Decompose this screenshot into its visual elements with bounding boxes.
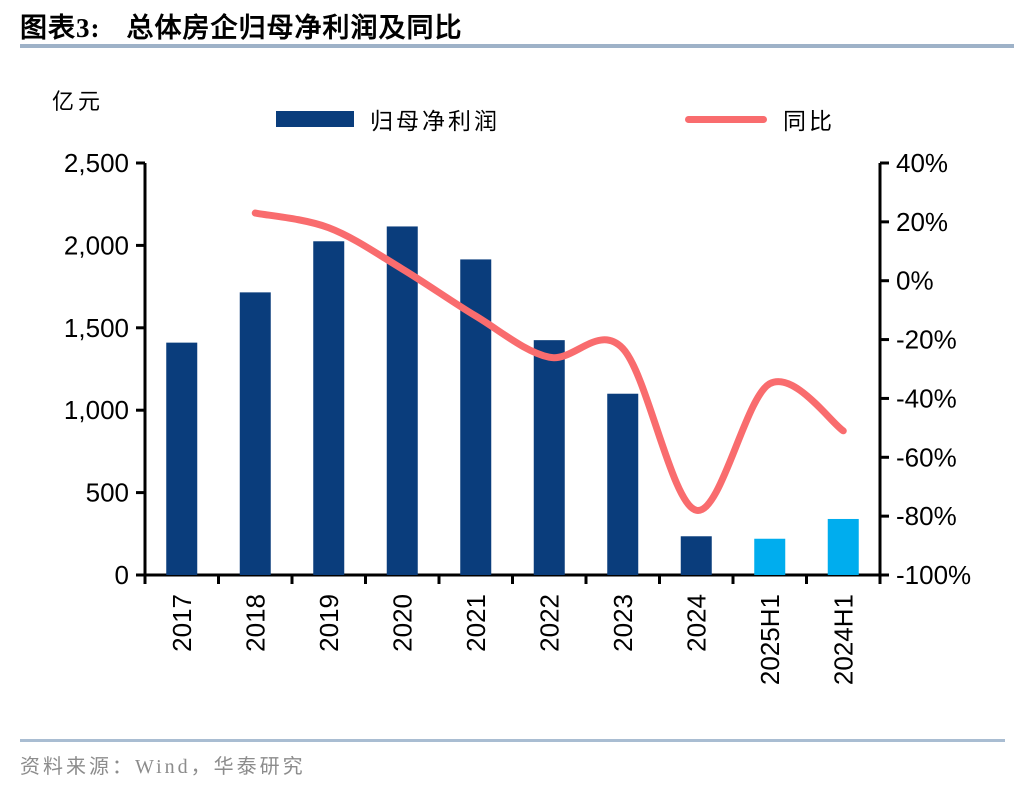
legend-line-swatch — [685, 115, 767, 123]
chart-legend: 归母净利润 同比 — [276, 102, 835, 136]
svg-text:0: 0 — [115, 560, 129, 590]
svg-text:-40%: -40% — [896, 383, 957, 413]
bar-2018 — [239, 292, 271, 575]
chart-title-text: 总体房企归母净利润及同比 — [126, 13, 463, 43]
bar-2024H1 — [827, 518, 859, 575]
chart-header: 图表3: 总体房企归母净利润及同比 — [20, 6, 1016, 45]
legend-bar-swatch — [276, 111, 354, 127]
svg-text:2,000: 2,000 — [64, 230, 129, 260]
bar-2017 — [166, 342, 198, 575]
svg-text:1,000: 1,000 — [64, 395, 129, 425]
svg-text:-100%: -100% — [896, 560, 971, 590]
svg-text:2020: 2020 — [387, 594, 417, 652]
svg-text:-60%: -60% — [896, 442, 957, 472]
svg-text:40%: 40% — [896, 148, 948, 178]
bar-2023 — [607, 393, 639, 575]
svg-text:2021: 2021 — [461, 594, 491, 652]
x-axis-labels: 2017 2018 2019 2020 2021 2022 2023 2024 2025H1 20… — [167, 594, 859, 685]
svg-text:0%: 0% — [896, 266, 934, 296]
svg-text:-20%: -20% — [896, 325, 957, 355]
legend-line-label: 同比 — [783, 109, 835, 134]
svg-text:-80%: -80% — [896, 501, 957, 531]
svg-text:2017: 2017 — [167, 594, 197, 652]
legend-bar-label: 归母净利润 — [370, 109, 500, 134]
footer-rule — [20, 739, 1005, 742]
bar-2020 — [386, 226, 418, 575]
svg-text:2024H1: 2024H1 — [828, 594, 858, 685]
svg-text:500: 500 — [86, 478, 129, 508]
svg-text:2025H1: 2025H1 — [755, 594, 785, 685]
title-underline — [20, 44, 1014, 48]
svg-text:20%: 20% — [896, 207, 948, 237]
svg-text:2022: 2022 — [534, 594, 564, 652]
chart-title: 图表3: 总体房企归母净利润及同比 — [20, 6, 1016, 45]
svg-text:2018: 2018 — [240, 594, 270, 652]
source-note: 资料来源：Wind，华泰研究 — [20, 756, 306, 778]
svg-text:2024: 2024 — [681, 594, 711, 652]
bar-2025H1 — [754, 538, 786, 575]
left-axis-ticks: 2,500 2,000 1,500 1,000 500 0 — [64, 148, 145, 590]
svg-text:1,500: 1,500 — [64, 313, 129, 343]
bar-series — [166, 226, 859, 575]
left-axis-unit-label: 亿元 — [52, 89, 105, 114]
bar-2022 — [533, 340, 565, 575]
x-axis-ticks — [143, 575, 882, 584]
svg-text:2,500: 2,500 — [64, 148, 129, 178]
chart-number-label: 图表3: — [20, 13, 101, 43]
bar-2019 — [313, 241, 345, 575]
right-axis-ticks: 40% 20% 0% -20% -40% -60% -80% -100% — [880, 148, 971, 590]
bar-2024 — [680, 536, 712, 575]
svg-text:2023: 2023 — [608, 594, 638, 652]
yoy-line-series — [251, 209, 847, 514]
svg-text:2019: 2019 — [314, 594, 344, 652]
